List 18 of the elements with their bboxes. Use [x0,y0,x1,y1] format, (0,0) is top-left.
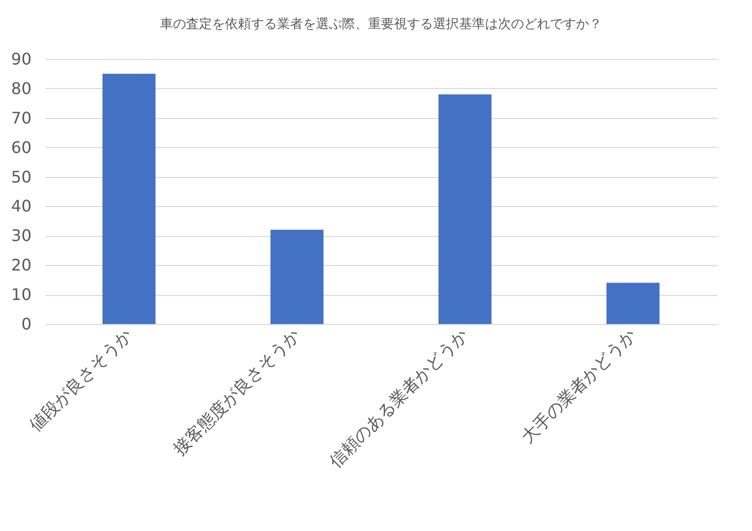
x-tick-label: 接客態度が良さそうか [170,325,304,460]
bar [606,282,660,324]
y-tick-label: 10 [11,285,32,304]
y-tick-label: 50 [11,167,32,186]
x-tick-label: 信頼のある業者かどうか [326,325,472,472]
bar [270,230,324,324]
y-tick-label: 30 [11,226,32,246]
chart-title: 車の査定を依頼する業者を選ぶ際、重要視する選択基準は次のどれですか？ [160,17,602,32]
y-tick-label: 80 [11,78,32,98]
x-tick-label: 大手の業者かどうか [518,325,640,448]
y-tick-label: 90 [11,50,32,68]
bar [438,94,492,324]
y-tick-label: 0 [21,314,32,334]
y-tick-label: 60 [11,138,32,157]
y-tick-label: 70 [11,108,32,128]
y-tick-label: 40 [11,196,32,216]
y-tick-label: 20 [11,256,32,275]
bar [102,74,156,324]
